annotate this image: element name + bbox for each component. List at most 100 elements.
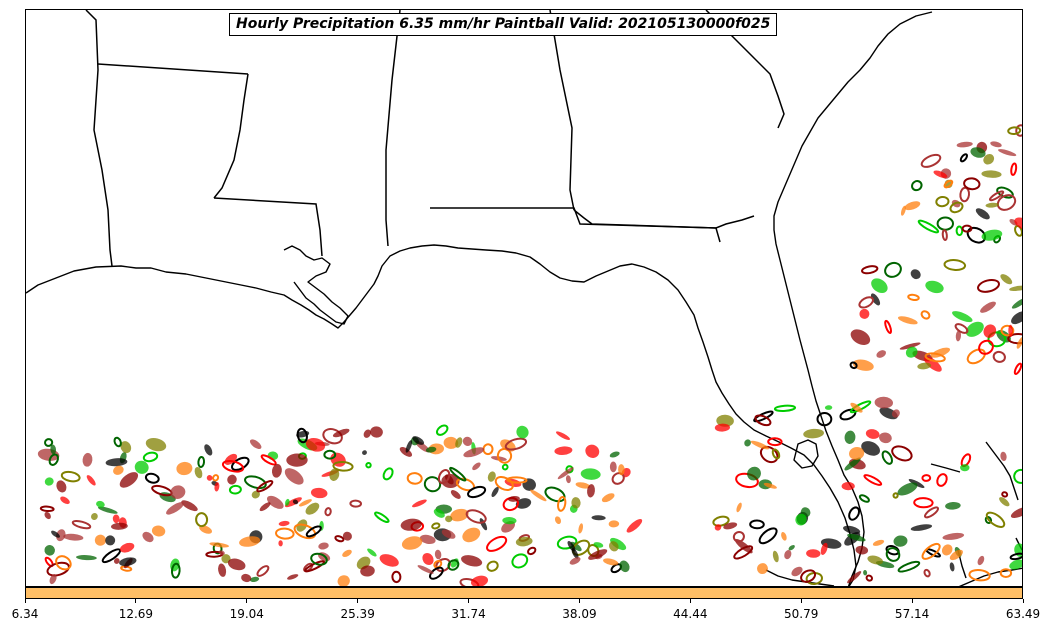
precip-blob <box>176 461 193 476</box>
precip-blob <box>527 546 537 556</box>
precip-blob <box>145 437 167 452</box>
border-arkansas-louisiana <box>97 63 249 75</box>
precip-blob <box>1016 336 1022 349</box>
precip-blob <box>1008 324 1013 337</box>
precip-blob <box>863 570 868 576</box>
precip-blob <box>575 482 591 489</box>
precip-blob <box>1013 362 1022 375</box>
map-panel <box>25 9 1023 587</box>
colorbar-tick-label: 63.49 <box>1005 607 1041 621</box>
precip-blob <box>754 414 772 427</box>
precip-blob <box>1000 324 1015 337</box>
precip-blob <box>941 544 953 556</box>
precip-blob <box>996 194 1017 211</box>
precip-blob <box>899 342 921 350</box>
precip-blob <box>935 195 950 208</box>
precip-blob <box>304 560 326 573</box>
precip-blob <box>618 464 625 476</box>
precip-blob <box>714 524 722 531</box>
precip-blob <box>428 566 444 580</box>
precip-blob <box>170 562 181 579</box>
precip-blob <box>732 531 745 543</box>
precip-blob <box>151 525 166 537</box>
precip-blob <box>94 534 106 546</box>
precip-blob <box>870 293 881 306</box>
precip-blob <box>209 542 230 548</box>
precip-blob <box>925 280 944 294</box>
precip-blob <box>239 536 261 547</box>
precip-blob <box>820 542 828 555</box>
precip-blob <box>930 347 951 358</box>
precip-blob <box>949 549 963 561</box>
precip-blob <box>848 506 861 521</box>
precip-blob <box>76 555 97 561</box>
precip-blob <box>556 535 578 550</box>
precip-blob <box>260 454 277 466</box>
precip-blob <box>305 437 326 452</box>
precip-blob <box>382 467 394 481</box>
precip-blob <box>417 565 434 574</box>
colorbar-tick-label: 12.69 <box>118 607 154 621</box>
precip-blob <box>1010 506 1022 519</box>
precip-blob <box>800 569 817 583</box>
precip-blob <box>943 179 954 189</box>
precip-blob <box>1013 468 1022 484</box>
precip-blob <box>349 499 362 508</box>
precip-blob <box>593 542 604 548</box>
precip-blob <box>55 555 72 571</box>
precip-blob <box>806 549 821 558</box>
precip-blob <box>767 437 783 447</box>
precip-blob <box>296 519 308 532</box>
precip-blob <box>1007 126 1022 136</box>
precip-blob <box>892 492 899 499</box>
precip-blob <box>516 425 529 439</box>
precip-blob <box>863 474 883 486</box>
precip-blob <box>858 296 874 309</box>
precip-blob <box>1009 552 1022 561</box>
precip-blob <box>44 438 54 447</box>
precip-blob <box>508 495 520 502</box>
precip-blob <box>569 557 581 565</box>
precip-blob <box>611 472 625 485</box>
precip-blob <box>910 524 933 531</box>
precip-blob <box>431 522 441 530</box>
precip-blob <box>1011 297 1022 309</box>
florida-keys <box>765 569 835 586</box>
precip-blob <box>284 468 304 485</box>
precip-blob <box>228 484 242 495</box>
precip-blob <box>554 446 573 455</box>
precip-blob <box>204 444 213 456</box>
border-mississippi-alabama <box>385 10 401 247</box>
precip-blob <box>626 519 643 533</box>
precip-blob <box>374 511 390 524</box>
precip-blob <box>850 329 871 346</box>
precip-blob <box>97 506 118 514</box>
precip-blob <box>933 170 948 178</box>
precip-blob <box>988 190 1005 202</box>
precip-blob <box>412 499 427 508</box>
precip-blob <box>784 550 792 560</box>
precip-blob <box>227 474 237 485</box>
precip-blob <box>422 552 434 566</box>
precip-blob <box>1010 162 1018 176</box>
precip-blob <box>580 468 601 480</box>
precip-blob <box>119 557 137 567</box>
precip-blob <box>858 494 870 503</box>
precip-blob <box>1014 225 1022 237</box>
precip-blob <box>905 346 918 358</box>
precip-blob <box>86 475 96 486</box>
precip-blob <box>924 352 946 363</box>
precip-blob <box>256 480 274 493</box>
precip-blob <box>287 574 299 580</box>
precip-blob <box>763 482 777 489</box>
precip-blob <box>992 350 1006 363</box>
colorbar-tick-mark <box>135 599 137 603</box>
precip-blob <box>472 462 481 471</box>
precip-blob <box>105 458 128 467</box>
precip-blob <box>734 539 753 554</box>
precip-blob <box>983 324 997 338</box>
precip-blob <box>113 558 120 564</box>
precip-blob <box>482 443 494 456</box>
precip-blob <box>781 531 787 541</box>
precip-blob <box>1001 491 1009 498</box>
